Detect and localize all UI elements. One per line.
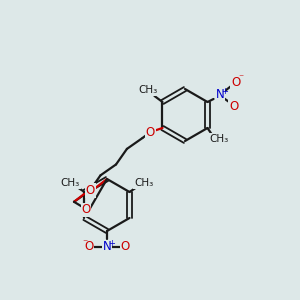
Text: O: O <box>231 76 240 88</box>
Text: O: O <box>86 184 95 197</box>
Text: ⁻: ⁻ <box>82 238 88 248</box>
Text: O: O <box>229 100 238 112</box>
Text: CH₃: CH₃ <box>139 85 158 95</box>
Text: CH₃: CH₃ <box>209 134 228 144</box>
Text: O: O <box>84 241 94 254</box>
Text: +: + <box>221 86 228 95</box>
Text: +: + <box>109 238 116 247</box>
Text: O: O <box>146 125 155 139</box>
Text: CH₃: CH₃ <box>134 178 153 188</box>
Text: ⁻: ⁻ <box>238 73 243 83</box>
Text: N: N <box>103 241 111 254</box>
Text: N: N <box>216 88 225 101</box>
Text: O: O <box>81 203 91 216</box>
Text: O: O <box>120 241 130 254</box>
Text: CH₃: CH₃ <box>61 178 80 188</box>
